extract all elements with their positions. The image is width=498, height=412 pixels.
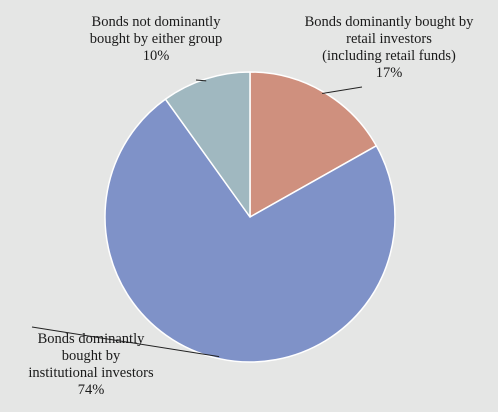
label-institutional-pct: 74% — [77, 382, 105, 398]
label-institutional-line-3: institutional investors — [28, 365, 154, 381]
label-institutional: Bonds dominantly bought by institutional… — [3, 331, 179, 399]
label-retail: Bonds dominantly bought by retail invest… — [283, 14, 495, 82]
label-not-dominant: Bonds not dominantly bought by either gr… — [66, 14, 246, 65]
label-not-dominant-line-2: bought by either group — [89, 31, 223, 47]
label-institutional-line-2: bought by — [61, 348, 121, 364]
leader-line-institutional — [31, 326, 220, 358]
label-not-dominant-pct: 10% — [142, 48, 170, 64]
label-not-dominant-line-1: Bonds not dominantly — [91, 14, 221, 30]
slice-institutional — [104, 98, 396, 363]
slice-retail — [249, 71, 378, 218]
label-institutional-line-1: Bonds dominantly — [37, 331, 145, 347]
leader-line-not-dominant — [195, 79, 207, 82]
label-retail-line-3: (including retail funds) — [322, 48, 456, 64]
slice-not-dominant — [164, 71, 251, 218]
label-retail-pct: 17% — [375, 65, 403, 81]
leader-line-retail — [322, 86, 363, 95]
label-retail-line-2: retail investors — [346, 31, 432, 47]
label-retail-line-1: Bonds dominantly bought by — [304, 14, 474, 30]
